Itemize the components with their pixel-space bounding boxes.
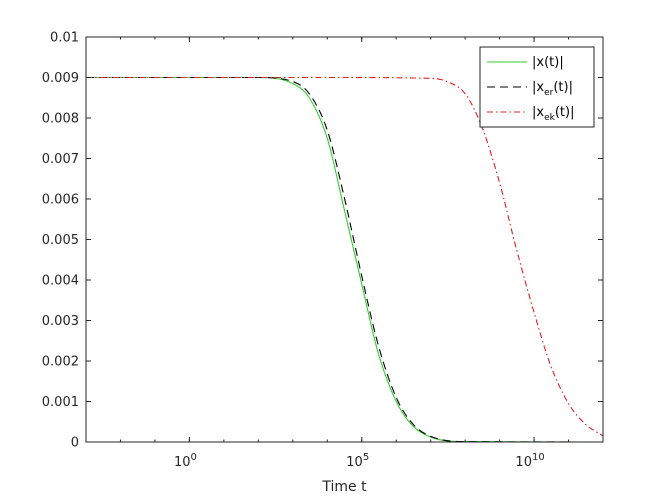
legend-box <box>479 46 595 128</box>
x-axis-label: Time t <box>321 479 367 495</box>
legend: |x(t)| |xer(t)| |xek(t)| <box>479 46 595 128</box>
y-tick-label: 0.004 <box>42 274 79 289</box>
y-tick-label: 0 <box>71 436 79 451</box>
y-tick-label: 0.005 <box>42 233 79 248</box>
y-tick-label: 0.01 <box>50 31 79 46</box>
y-tick-label: 0.002 <box>42 355 79 370</box>
legend-label: |x(t)| <box>532 55 564 70</box>
x-tick-label: 100 <box>174 452 197 470</box>
y-tick-label: 0.003 <box>42 314 79 329</box>
x-tick-label: 1010 <box>515 452 544 470</box>
legend-label: |xer(t)| <box>532 80 573 98</box>
y-tick-label: 0.007 <box>42 152 79 167</box>
ticks-layer: 0 0.001 0.002 0.003 0.004 0.005 0.006 0.007 0.00… <box>42 31 604 470</box>
y-tick-label: 0.009 <box>42 71 79 86</box>
y-tick-label: 0.008 <box>42 112 79 127</box>
y-tick-label: 0.006 <box>42 193 79 208</box>
legend-label: |xek(t)| <box>532 105 574 123</box>
y-tick-label: 0.001 <box>42 395 79 410</box>
x-tick-label: 105 <box>346 452 369 470</box>
